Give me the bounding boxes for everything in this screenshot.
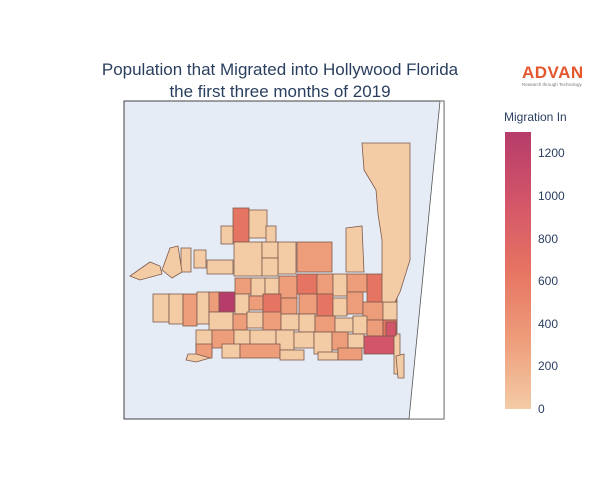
census-tract: [152, 293, 170, 323]
census-tract: [316, 273, 334, 295]
census-tract: [180, 247, 192, 273]
census-tract: [206, 259, 234, 275]
census-tract: [298, 313, 316, 333]
census-tract: [280, 297, 298, 315]
ocean-area: [408, 100, 445, 420]
census-tract: [385, 321, 397, 337]
census-tract: [262, 311, 282, 331]
colorbar-tick-label: 0: [538, 402, 545, 416]
census-tract: [345, 225, 365, 273]
census-tract: [248, 209, 268, 239]
advan-logo: ADVAN Research through Technology: [522, 64, 596, 88]
census-tract: [185, 353, 212, 363]
census-tract: [265, 225, 277, 245]
census-tract: [218, 291, 236, 313]
census-tract: [361, 142, 411, 303]
census-tract: [129, 261, 163, 281]
census-tract: [346, 273, 368, 293]
census-tract: [363, 335, 395, 355]
chart-title-line-2: the first three months of 2019: [169, 82, 391, 101]
logo-wordmark: ADVAN: [522, 63, 584, 82]
census-tract: [366, 319, 384, 337]
census-tract: [352, 315, 368, 335]
census-tract: [293, 331, 315, 349]
census-tract: [331, 331, 349, 351]
census-tract: [395, 353, 405, 379]
census-tract: [298, 293, 318, 315]
census-tract: [296, 273, 318, 295]
census-tract: [220, 225, 234, 245]
census-tract: [182, 293, 198, 327]
colorbar-tick-label: 1200: [538, 146, 565, 161]
census-tract: [168, 293, 184, 325]
census-tract: [232, 313, 248, 331]
census-tract: [261, 241, 279, 259]
census-tract: [279, 349, 305, 361]
census-tract: [232, 207, 250, 243]
colorbar-tick-label: 200: [538, 359, 559, 374]
logo-tagline: Research through Technology: [522, 82, 582, 87]
census-tract: [277, 241, 297, 275]
census-tract: [382, 301, 398, 321]
census-tract: [234, 277, 252, 295]
census-tract: [314, 315, 336, 333]
census-tract: [261, 257, 279, 277]
census-tract: [337, 347, 363, 361]
census-tract: [332, 297, 348, 317]
census-tract: [239, 343, 281, 359]
census-tract: [347, 333, 365, 349]
colorbar-gradient: [505, 132, 531, 409]
census-tract: [221, 343, 241, 359]
census-tract: [208, 311, 234, 331]
census-tract: [262, 293, 282, 315]
census-tract: [193, 249, 207, 269]
census-tract: [250, 277, 266, 297]
census-tract: [316, 293, 334, 317]
census-tract: [317, 351, 339, 361]
colorbar-tick-label: 400: [538, 316, 559, 331]
colorbar-tick-label: 800: [538, 231, 559, 246]
colorbar-title: Migration In: [504, 110, 567, 124]
census-tract: [393, 333, 401, 375]
census-tracts: [129, 142, 411, 379]
colorbar-tick-label: 1000: [538, 188, 565, 203]
chart-title: Population that Migrated into Hollywood …: [40, 59, 520, 103]
census-tract: [208, 291, 220, 313]
census-tract: [334, 317, 354, 333]
chart-title-line-1: Population that Migrated into Hollywood …: [101, 60, 459, 79]
census-tract: [346, 291, 364, 315]
colorbar-tick-label: 600: [538, 274, 559, 289]
census-tract: [332, 273, 348, 297]
census-tract: [280, 313, 300, 331]
census-tract: [196, 291, 210, 325]
census-tract: [248, 295, 264, 311]
census-tract: [278, 275, 298, 299]
census-tract: [296, 241, 333, 273]
census-tract: [264, 277, 280, 295]
census-tract: [161, 245, 183, 279]
census-tract: [246, 311, 264, 329]
census-tract: [313, 331, 333, 355]
census-tract: [234, 293, 250, 315]
census-tract: [233, 241, 263, 277]
